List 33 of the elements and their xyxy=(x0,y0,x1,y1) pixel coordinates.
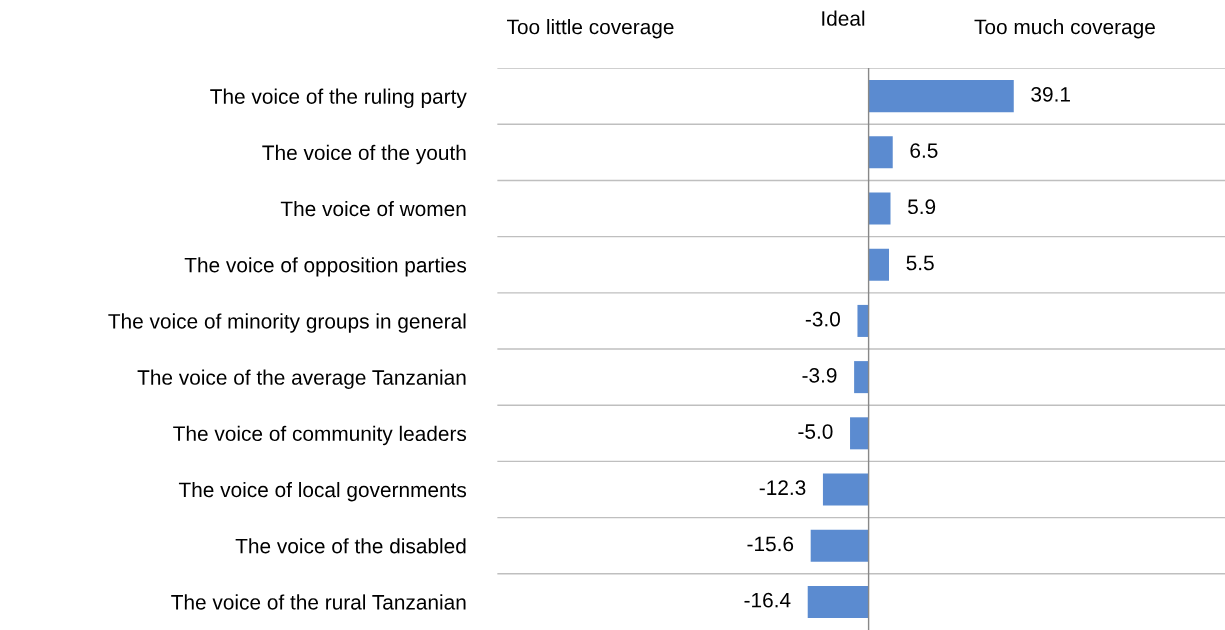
bar xyxy=(868,248,890,281)
y-tick-label: The voice of the ruling party xyxy=(210,88,467,109)
y-tick-label: The voice of community leaders xyxy=(173,425,467,446)
data-label: -3.0 xyxy=(805,311,840,327)
data-label: 39.1 xyxy=(1031,86,1070,102)
y-tick-label: The voice of the rural Tanzanian xyxy=(171,594,466,610)
y-tick-label: The voice of the average Tanzanian xyxy=(137,369,466,389)
data-label: -16.4 xyxy=(744,592,791,608)
data-label: -15.6 xyxy=(747,536,794,552)
bar xyxy=(868,80,1014,113)
data-label: -3.9 xyxy=(802,367,837,383)
bar xyxy=(807,585,869,618)
y-tick-label: The voice of opposition parties xyxy=(184,257,467,277)
data-label: 6.5 xyxy=(910,143,938,158)
data-label: -5.0 xyxy=(798,424,833,439)
data-label: 5.9 xyxy=(908,199,936,215)
y-tick-label: The voice of the youth xyxy=(262,144,466,165)
y-tick-label: The voice of the disabled xyxy=(235,538,466,554)
y-tick-label: The voice of local governments xyxy=(178,481,467,502)
bar xyxy=(868,136,893,169)
data-label: -12.3 xyxy=(759,480,806,496)
bar xyxy=(857,304,869,337)
y-tick-label: The voice of minority groups in general xyxy=(108,313,466,333)
bar xyxy=(822,473,869,506)
bar xyxy=(850,417,869,450)
bar xyxy=(854,361,869,394)
text: Ideal xyxy=(822,10,865,26)
data-label: 5.5 xyxy=(906,255,934,271)
text: Too much coverage xyxy=(974,18,1155,39)
text: Too little coverage xyxy=(507,18,674,39)
y-tick-label: The voice of women xyxy=(280,200,466,217)
bar xyxy=(810,529,869,562)
bar xyxy=(868,192,891,225)
